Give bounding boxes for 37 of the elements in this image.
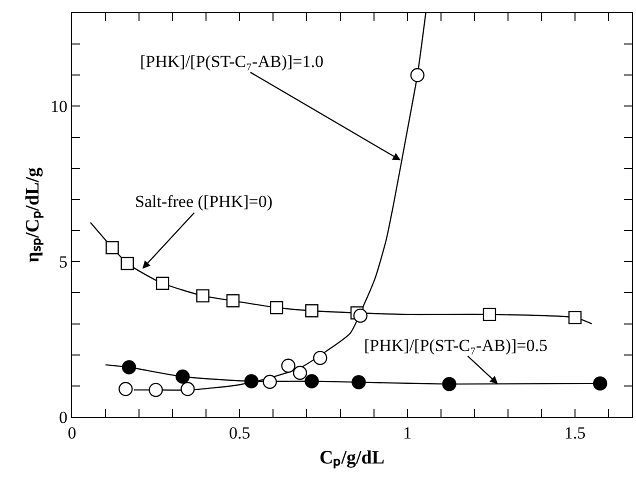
x-tick-label: 1	[403, 424, 412, 442]
point	[593, 376, 608, 391]
point	[353, 308, 368, 323]
y-axis-title: ηₛₚ/Cₚ/dL/g	[22, 166, 44, 263]
point	[118, 382, 133, 396]
x-axis-title: Cₚ/g/dL	[319, 447, 385, 468]
line-series	[90, 222, 592, 324]
point	[196, 289, 210, 302]
point	[410, 68, 424, 82]
y-tick-label: 10	[50, 97, 68, 116]
point	[122, 360, 136, 374]
point	[568, 310, 582, 324]
annotation: [PHK]/[P(ST-C₇-AB)]=0.5	[364, 336, 548, 355]
point	[442, 376, 456, 392]
point	[176, 370, 190, 384]
y-tick-label: 5	[59, 252, 68, 272]
point	[482, 308, 496, 322]
point	[313, 350, 328, 366]
annotation: [PHK]/[P(ST-C₇-AB)]=1.0	[140, 52, 324, 71]
point	[180, 382, 195, 396]
point	[244, 374, 258, 388]
annotation: Salt-free ([PHK]=0)	[135, 192, 273, 211]
point	[292, 366, 308, 380]
point	[156, 276, 170, 290]
x-tick-label: 1.5	[564, 424, 586, 442]
y-tick-label: 0	[59, 408, 68, 427]
x-tick-label: 0.5	[229, 424, 250, 442]
point	[281, 358, 296, 373]
point	[305, 304, 318, 318]
point	[106, 241, 119, 254]
point	[120, 256, 134, 270]
point	[262, 374, 277, 389]
point	[226, 294, 240, 308]
point	[270, 301, 284, 314]
point	[304, 374, 319, 388]
point	[352, 375, 366, 390]
point	[148, 382, 163, 398]
